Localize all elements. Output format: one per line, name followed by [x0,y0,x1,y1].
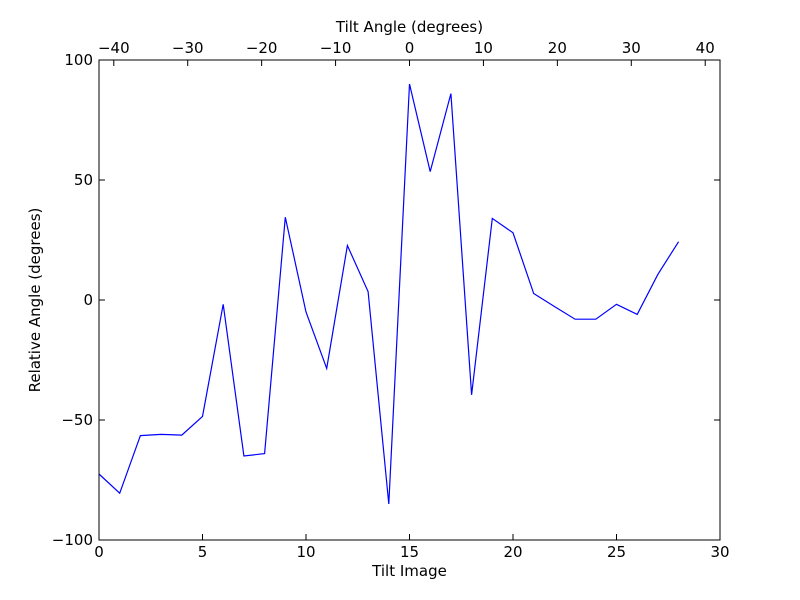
top-x-tick-label: −20 [246,39,278,57]
y-tick-label: −50 [61,411,93,429]
top-x-tick-label: 10 [474,39,493,57]
y-tick-label: 50 [74,171,93,189]
x-tick-label: 20 [503,543,522,561]
top-x-tick-label: 0 [405,39,415,57]
x-tick-label: 5 [198,543,208,561]
x-tick-label: 30 [710,543,729,561]
top-x-tick-label: 40 [696,39,715,57]
x-tick-label: 15 [400,543,419,561]
top-x-tick-label: 20 [548,39,567,57]
x-axis-label: Tilt Image [371,562,447,580]
x-tick-label: 25 [607,543,626,561]
top-x-axis-label: Tilt Angle (degrees) [335,18,483,36]
y-axis-label: Relative Angle (degrees) [26,208,44,393]
x-tick-label: 10 [296,543,315,561]
top-x-tick-label: −10 [320,39,352,57]
y-tick-label: 100 [64,51,93,69]
plot-area [99,60,720,540]
top-x-tick-label: −30 [172,39,204,57]
top-x-tick-label: 30 [622,39,641,57]
y-tick-label: 0 [83,291,93,309]
top-x-tick-label: −40 [98,39,130,57]
x-tick-label: 0 [94,543,104,561]
y-tick-label: −100 [52,531,93,549]
